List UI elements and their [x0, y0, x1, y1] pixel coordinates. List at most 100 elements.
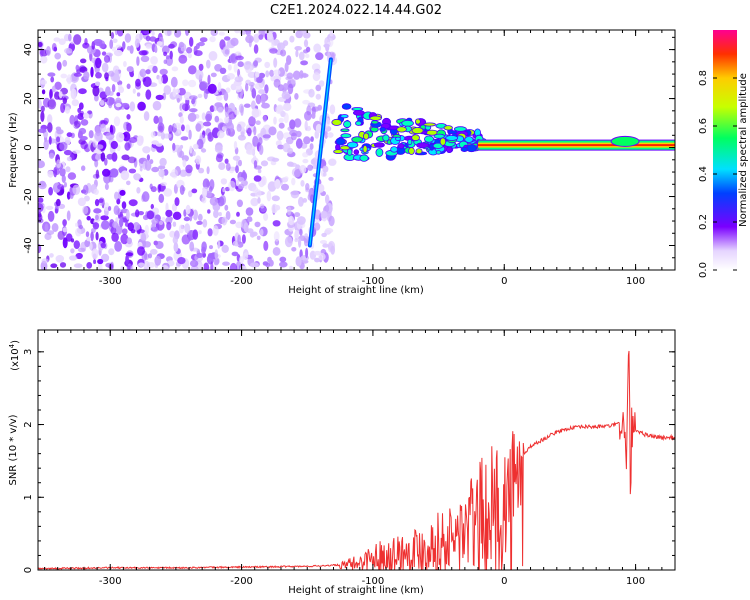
noise-cell: [310, 136, 314, 143]
noise-cell: [199, 37, 208, 43]
noise-cell: [54, 208, 59, 214]
noise-cell: [258, 34, 264, 40]
noise-cell: [234, 76, 244, 83]
noise-cell: [307, 164, 313, 171]
noise-cell: [276, 130, 284, 141]
noise-cell: [97, 258, 104, 265]
noise-cell: [132, 88, 136, 94]
noise-cell: [127, 156, 137, 164]
spectrogram-image: [38, 30, 675, 270]
noise-cell: [273, 116, 277, 125]
noise-cell: [214, 144, 223, 153]
noise-cell: [313, 43, 322, 53]
noise-cell: [263, 212, 269, 221]
noise-cell: [95, 169, 100, 179]
noise-cell: [209, 196, 219, 206]
noise-cell: [271, 203, 278, 214]
noise-cell: [101, 220, 110, 230]
noise-cell: [154, 255, 162, 266]
noise-cell: [128, 168, 137, 174]
snr-multiplier-base: (x10: [10, 348, 21, 371]
colorbar-label: Normalized spectral amplitude: [738, 73, 749, 227]
y-tick-label: 1: [23, 494, 34, 500]
noise-cell: [269, 48, 278, 54]
noise-cell: [188, 190, 193, 198]
noise-cell: [191, 188, 198, 194]
noise-cell: [181, 103, 191, 111]
noise-cell: [143, 260, 150, 270]
noise-cell: [145, 69, 151, 75]
noise-cell: [122, 131, 131, 142]
signal-blob: [447, 130, 458, 135]
noise-cell: [115, 97, 122, 104]
noise-cell: [105, 96, 115, 106]
noise-cell: [195, 43, 200, 50]
colorbar-tick-label: 0.8: [698, 70, 709, 86]
noise-cell: [143, 241, 152, 248]
noise-cell: [207, 228, 213, 237]
noise-cell: [248, 116, 256, 127]
noise-cell: [51, 223, 59, 232]
noise-cell: [252, 135, 259, 147]
noise-cell: [266, 31, 273, 40]
noise-cell: [195, 69, 204, 80]
noise-cell: [158, 193, 165, 203]
colorbar: 0.0 0.2 0.4 0.6 0.8 Normalized spectral ampl…: [698, 30, 749, 278]
noise-cell: [206, 190, 212, 198]
noise-cell: [152, 65, 158, 74]
signal-blob: [341, 103, 352, 110]
x-tick-label: 0: [501, 276, 507, 287]
noise-cell: [73, 72, 82, 77]
noise-cell: [185, 124, 191, 133]
signal-blob: [333, 149, 344, 155]
noise-cell: [246, 30, 251, 37]
noise-cell: [58, 38, 66, 45]
noise-cell: [271, 40, 275, 49]
noise-cell: [115, 217, 119, 223]
signal-band-core: [477, 144, 675, 147]
noise-cell: [224, 158, 229, 164]
noise-cell: [284, 236, 293, 248]
noise-cell: [47, 122, 53, 133]
noise-cell: [210, 30, 218, 37]
noise-cell: [80, 140, 88, 150]
snr-panel: -300 -200 -100 0 100 0 1 2 3 Height of straight …: [8, 329, 676, 596]
noise-cell: [98, 198, 104, 203]
noise-cell: [38, 128, 47, 133]
noise-cell: [309, 143, 314, 150]
noise-cell: [46, 230, 55, 236]
noise-cell: [114, 30, 118, 36]
noise-cell: [150, 131, 156, 138]
noise-cell: [315, 52, 324, 61]
noise-cell: [91, 248, 99, 259]
noise-cell: [258, 137, 263, 146]
noise-cell: [258, 144, 264, 156]
noise-cell: [139, 32, 143, 41]
noise-cell: [217, 196, 225, 207]
noise-cell: [315, 93, 321, 100]
noise-cell: [183, 209, 187, 217]
noise-cell: [82, 205, 89, 215]
noise-cell: [237, 234, 242, 246]
noise-cell: [56, 129, 64, 135]
signal-blob: [453, 126, 467, 132]
noise-cell: [115, 44, 122, 49]
noise-cell: [288, 215, 295, 226]
noise-cell: [128, 137, 138, 143]
noise-cell: [295, 256, 302, 267]
noise-cell: [150, 186, 157, 193]
noise-cell: [136, 229, 145, 234]
noise-cell: [169, 50, 173, 60]
noise-cell: [113, 205, 120, 216]
signal-blob: [423, 135, 434, 143]
snr-xlabel: Height of straight line (km): [288, 585, 424, 596]
noise-cell: [273, 231, 280, 242]
snr-axes: -300 -200 -100 0 100 0 1 2 3: [23, 330, 676, 587]
noise-cell: [101, 51, 107, 56]
noise-cell: [47, 72, 56, 77]
noise-cell: [216, 95, 223, 101]
signal-blob: [397, 142, 405, 149]
noise-cell: [92, 138, 98, 148]
noise-cell: [41, 89, 46, 95]
